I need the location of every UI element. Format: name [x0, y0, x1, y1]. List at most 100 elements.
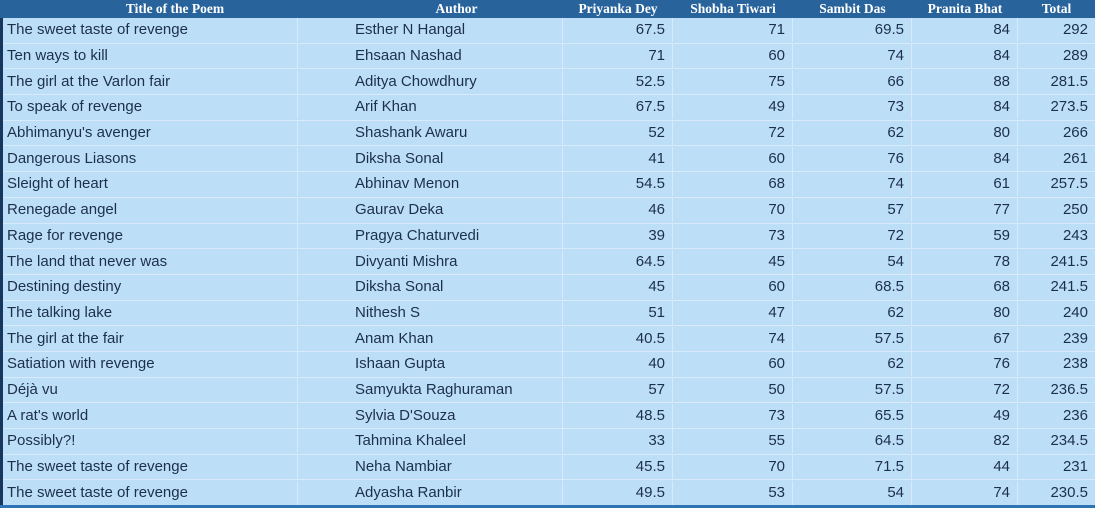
cell-author[interactable]: Diksha Sonal [350, 146, 563, 171]
cell-pranita-bhat-score[interactable]: 84 [912, 95, 1018, 120]
cell-pranita-bhat-score[interactable]: 84 [912, 44, 1018, 69]
header-sambit-das[interactable]: Sambit Das [819, 1, 886, 16]
cell-priyanka-dey-score[interactable]: 67.5 [563, 95, 673, 120]
cell-poem-title[interactable]: The girl at the fair [3, 326, 298, 351]
cell-author[interactable]: Esther N Hangal [350, 18, 563, 43]
cell-shobha-tiwari-score[interactable]: 73 [673, 403, 793, 428]
cell-sambit-das-score[interactable]: 57 [793, 198, 912, 223]
cell-total-score[interactable]: 292 [1062, 21, 1088, 39]
cell-pranita-bhat-score[interactable]: 80 [912, 121, 1018, 146]
cell-author[interactable]: Divyanti Mishra [350, 249, 563, 274]
cell-priyanka-dey-score[interactable]: 71 [563, 44, 673, 69]
cell-pranita-bhat-score[interactable]: 44 [912, 455, 1018, 480]
cell-pranita-bhat-score[interactable]: 59 [912, 223, 1018, 248]
cell-total-score[interactable]: 273.5 [1050, 98, 1088, 116]
cell-sambit-das-score[interactable]: 54 [793, 480, 912, 505]
cell-author[interactable]: Neha Nambiar [350, 455, 563, 480]
cell-poem-title[interactable]: The land that never was [3, 249, 298, 274]
cell-shobha-tiwari-score[interactable]: 73 [673, 223, 793, 248]
cell-priyanka-dey-score[interactable]: 51 [563, 300, 673, 325]
cell-pranita-bhat-score[interactable]: 82 [912, 429, 1018, 454]
cell-total-score[interactable]: 241.5 [1050, 252, 1088, 270]
cell-priyanka-dey-score[interactable]: 52.5 [563, 69, 673, 94]
cell-priyanka-dey-score[interactable]: 49.5 [563, 480, 673, 505]
cell-poem-title[interactable]: Destining destiny [3, 275, 298, 300]
cell-author[interactable]: Diksha Sonal [350, 275, 563, 300]
header-shobha-tiwari[interactable]: Shobha Tiwari [690, 1, 776, 16]
cell-author[interactable]: Abhinav Menon [350, 172, 563, 197]
cell-pranita-bhat-score[interactable]: 72 [912, 377, 1018, 402]
cell-pranita-bhat-score[interactable]: 80 [912, 300, 1018, 325]
cell-total-score[interactable]: 240 [1062, 303, 1088, 321]
cell-author[interactable]: Arif Khan [350, 95, 563, 120]
cell-shobha-tiwari-score[interactable]: 49 [673, 95, 793, 120]
cell-priyanka-dey-score[interactable]: 41 [563, 146, 673, 171]
cell-sambit-das-score[interactable]: 62 [793, 121, 912, 146]
cell-poem-title[interactable]: Déjà vu [3, 377, 298, 402]
cell-sambit-das-score[interactable]: 76 [793, 146, 912, 171]
header-priyanka-dey[interactable]: Priyanka Dey [578, 1, 658, 16]
cell-priyanka-dey-score[interactable]: 64.5 [563, 249, 673, 274]
cell-total-score[interactable]: 257.5 [1050, 175, 1088, 193]
cell-shobha-tiwari-score[interactable]: 74 [673, 326, 793, 351]
cell-author[interactable]: Samyukta Raghuraman [350, 377, 563, 402]
cell-shobha-tiwari-score[interactable]: 60 [673, 275, 793, 300]
cell-shobha-tiwari-score[interactable]: 60 [673, 44, 793, 69]
cell-total-score[interactable]: 239 [1062, 329, 1088, 347]
cell-pranita-bhat-score[interactable]: 76 [912, 352, 1018, 377]
cell-poem-title[interactable]: The sweet taste of revenge [3, 18, 298, 43]
cell-total-score[interactable]: 250 [1062, 201, 1088, 219]
cell-author[interactable]: Shashank Awaru [350, 121, 563, 146]
cell-sambit-das-score[interactable]: 69.5 [793, 18, 912, 43]
cell-author[interactable]: Ehsaan Nashad [350, 44, 563, 69]
cell-shobha-tiwari-score[interactable]: 71 [673, 18, 793, 43]
cell-total-score[interactable]: 230.5 [1050, 483, 1088, 501]
cell-author[interactable]: Pragya Chaturvedi [350, 223, 563, 248]
cell-shobha-tiwari-score[interactable]: 50 [673, 377, 793, 402]
cell-priyanka-dey-score[interactable]: 67.5 [563, 18, 673, 43]
cell-pranita-bhat-score[interactable]: 68 [912, 275, 1018, 300]
cell-total-score[interactable]: 236 [1062, 406, 1088, 424]
cell-author[interactable]: Anam Khan [350, 326, 563, 351]
cell-shobha-tiwari-score[interactable]: 53 [673, 480, 793, 505]
cell-sambit-das-score[interactable]: 57.5 [793, 377, 912, 402]
cell-author[interactable]: Nithesh S [350, 300, 563, 325]
cell-shobha-tiwari-score[interactable]: 70 [673, 455, 793, 480]
cell-priyanka-dey-score[interactable]: 45 [563, 275, 673, 300]
cell-total-score[interactable]: 234.5 [1050, 432, 1088, 450]
cell-sambit-das-score[interactable]: 57.5 [793, 326, 912, 351]
cell-pranita-bhat-score[interactable]: 67 [912, 326, 1018, 351]
cell-pranita-bhat-score[interactable]: 88 [912, 69, 1018, 94]
cell-total-score[interactable]: 281.5 [1050, 72, 1088, 90]
cell-author[interactable]: Sylvia D'Souza [350, 403, 563, 428]
cell-shobha-tiwari-score[interactable]: 60 [673, 352, 793, 377]
cell-poem-title[interactable]: A rat's world [3, 403, 298, 428]
cell-poem-title[interactable]: The girl at the Varlon fair [3, 69, 298, 94]
cell-author[interactable]: Ishaan Gupta [350, 352, 563, 377]
cell-sambit-das-score[interactable]: 74 [793, 44, 912, 69]
cell-shobha-tiwari-score[interactable]: 75 [673, 69, 793, 94]
cell-priyanka-dey-score[interactable]: 40 [563, 352, 673, 377]
cell-total-score[interactable]: 243 [1062, 226, 1088, 244]
cell-sambit-das-score[interactable]: 66 [793, 69, 912, 94]
cell-shobha-tiwari-score[interactable]: 55 [673, 429, 793, 454]
cell-poem-title[interactable]: Renegade angel [3, 198, 298, 223]
cell-priyanka-dey-score[interactable]: 40.5 [563, 326, 673, 351]
cell-priyanka-dey-score[interactable]: 33 [563, 429, 673, 454]
cell-total-score[interactable]: 238 [1062, 355, 1088, 373]
cell-pranita-bhat-score[interactable]: 61 [912, 172, 1018, 197]
cell-sambit-das-score[interactable]: 73 [793, 95, 912, 120]
cell-total-score[interactable]: 266 [1062, 124, 1088, 142]
cell-shobha-tiwari-score[interactable]: 47 [673, 300, 793, 325]
cell-poem-title[interactable]: Sleight of heart [3, 172, 298, 197]
cell-pranita-bhat-score[interactable]: 84 [912, 18, 1018, 43]
cell-poem-title[interactable]: Possibly?! [3, 429, 298, 454]
cell-poem-title[interactable]: Ten ways to kill [3, 44, 298, 69]
cell-shobha-tiwari-score[interactable]: 60 [673, 146, 793, 171]
cell-priyanka-dey-score[interactable]: 48.5 [563, 403, 673, 428]
cell-author[interactable]: Tahmina Khaleel [350, 429, 563, 454]
header-total[interactable]: Total [1041, 1, 1072, 16]
cell-sambit-das-score[interactable]: 54 [793, 249, 912, 274]
cell-author[interactable]: Gaurav Deka [350, 198, 563, 223]
cell-shobha-tiwari-score[interactable]: 70 [673, 198, 793, 223]
